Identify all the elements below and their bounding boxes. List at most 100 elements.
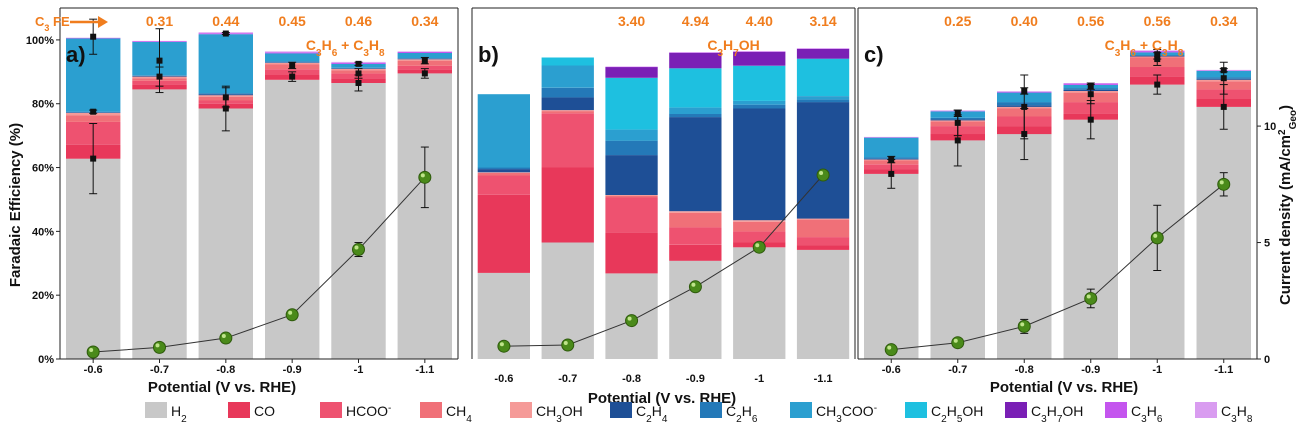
current-density-line: [93, 176, 426, 353]
bar-segment-CH3OH--0.9: [669, 211, 722, 213]
legend-sub: 4: [466, 414, 472, 425]
bar-segment-CO--0.8: [605, 232, 658, 274]
bar-segment-C3H8--1.1: [397, 51, 452, 52]
bar-segment-C2H6--1: [331, 67, 386, 69]
bar-segment-H2--0.9: [1063, 119, 1118, 359]
annotation-text: C: [306, 37, 316, 53]
legend-swatch: [1105, 402, 1127, 418]
annotation-text: + C: [1136, 37, 1162, 53]
current-density-point-highlight: [155, 343, 160, 348]
current-density-point: [86, 345, 100, 359]
legend-swatch: [320, 402, 342, 418]
annotation-text: H: [723, 37, 733, 53]
annotation-sub: 6: [1130, 48, 1136, 59]
legend-text: HCOO: [346, 403, 388, 419]
x-tick-label: -0.6: [882, 364, 901, 376]
fe-error-marker: [1220, 103, 1227, 110]
bar-segment-C3H6--1.1: [397, 52, 452, 53]
fe-error-marker: [1220, 75, 1227, 82]
bar-segment-HCOO---1: [733, 231, 786, 243]
x-tick-label: -1: [354, 364, 364, 376]
legend-text: H: [742, 403, 752, 419]
panel-b: -0.6 -0.7 -0.8 -0.9 -1 -1.1 b) 3.40 4.94 4.40 3.14…: [471, 7, 856, 385]
x-tick-label: -1: [1152, 364, 1162, 376]
current-density-point-highlight: [627, 316, 632, 321]
x-tick-label: -1.1: [415, 364, 434, 376]
fe-error-marker: [1154, 81, 1161, 88]
legend-sub: 7: [1057, 414, 1063, 425]
c3-fe-c: C: [35, 14, 45, 29]
fe-error-marker: [1021, 103, 1028, 110]
bar-segment-C2H5OH--1.1: [796, 58, 850, 96]
current-density-point: [816, 168, 830, 182]
legend-text: OH: [1062, 403, 1083, 419]
legend-swatch: [145, 402, 167, 418]
legend-item-CH3COO-: CH3COO-: [790, 402, 877, 425]
bar-segment-HCOO---1.1: [796, 237, 850, 246]
c3-fe-value: 0.56: [1077, 13, 1104, 29]
bar-segment-HCOO---1: [1130, 67, 1185, 77]
bar-segment-CO--0.7: [541, 167, 594, 243]
bar-segment-C3H6--0.9: [669, 52, 722, 53]
bar-segment-CH3OH--0.8: [605, 195, 658, 196]
legend-item-C2H6: C2H6: [700, 402, 758, 425]
legend-label: CH3COO-: [816, 403, 877, 425]
fe-error-marker: [90, 155, 97, 162]
product-annotation: C3H6 + C3H8: [1105, 37, 1184, 59]
legend-sub: 8: [1247, 414, 1253, 425]
annotation-sub: 8: [1178, 48, 1184, 59]
x-tick-label: -0.8: [216, 364, 235, 376]
annotation-text: C: [1105, 37, 1115, 53]
fe-error-marker: [421, 70, 428, 77]
y-right-label-part4: ): [1277, 105, 1294, 110]
bar-segment-CH4--1: [733, 221, 786, 232]
c3-fe-sub: 3: [44, 23, 49, 33]
y-tick-label-left: 100%: [26, 35, 54, 47]
legend-item-C3H8: C3H8: [1195, 402, 1253, 425]
bar-segment-CH4--0.7: [541, 111, 594, 114]
y-right-label-sub: Geo: [1288, 110, 1299, 129]
current-density-point: [1017, 319, 1031, 333]
current-density-point-highlight: [89, 348, 94, 353]
annotation-sub: 3: [717, 48, 723, 59]
legend-item-CH3OH: CH3OH: [510, 402, 583, 425]
bar-segment-CH4--1.1: [796, 219, 850, 238]
y-tick-label-right: 10: [1264, 121, 1276, 133]
legend-label: CH3OH: [536, 403, 583, 425]
legend-label: CH4: [446, 403, 472, 425]
current-density-point-highlight: [887, 345, 892, 350]
legend-sub: 3: [1141, 414, 1147, 425]
fe-error-marker: [156, 57, 163, 64]
current-density-point: [153, 340, 166, 354]
bar-segment-CH3OH--0.6: [477, 172, 530, 173]
legend-sub: 3: [1041, 414, 1047, 425]
fe-error-marker: [289, 73, 296, 80]
bar-segment-CH3COO---0.6: [477, 94, 530, 168]
legend-text: OH: [962, 403, 983, 419]
bar-segment-H2--1.1: [1196, 106, 1251, 360]
x-axis-label-c: Potential (V vs. RHE): [990, 379, 1138, 396]
current-density-point: [1084, 291, 1098, 305]
current-density-point-highlight: [288, 310, 293, 315]
fe-error-marker: [1021, 87, 1028, 94]
c3-fe-label: C3 FE: [35, 14, 108, 33]
bar-segment-CH3COO---1.1: [796, 96, 850, 100]
annotation-text: OH: [739, 37, 760, 53]
bar-segment-CO--1.1: [796, 245, 850, 250]
legend-text: C: [1131, 403, 1141, 419]
bar-segment-H2--0.6: [864, 173, 919, 359]
bar-segment-C2H4--1.1: [796, 102, 850, 219]
current-density-point-highlight: [1219, 180, 1224, 185]
current-density-point: [497, 339, 511, 353]
bar-segment-CH4--0.9: [669, 212, 722, 228]
legend-sub: 3: [836, 414, 842, 425]
bar-segment-H2--1: [733, 247, 786, 359]
current-density-line: [503, 174, 824, 347]
bar-segment-C2H4--0.9: [669, 117, 722, 212]
current-density-point: [688, 280, 702, 294]
legend-item-C3H7OH: C3H7OH: [1005, 402, 1083, 425]
fe-error-marker: [888, 156, 895, 163]
legend-sub: 3: [556, 414, 562, 425]
fe-error-marker: [954, 137, 961, 144]
fe-error-marker: [954, 110, 961, 117]
